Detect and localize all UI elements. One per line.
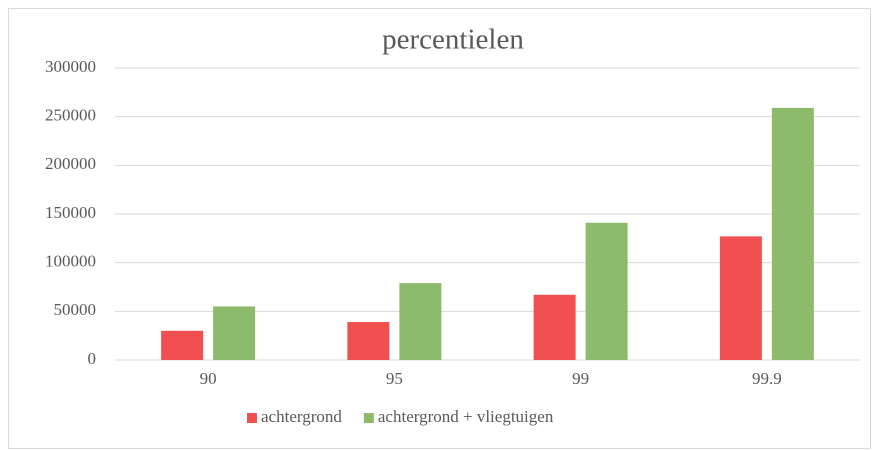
bar bbox=[585, 222, 628, 360]
x-tick-label: 90 bbox=[200, 369, 217, 388]
chart-title: percentielen bbox=[382, 24, 524, 56]
y-tick-label: 200000 bbox=[45, 154, 96, 173]
y-tick-label: 100000 bbox=[45, 252, 96, 271]
bar bbox=[719, 236, 762, 360]
bar bbox=[347, 322, 390, 360]
bar bbox=[533, 294, 576, 360]
y-tick-label: 250000 bbox=[45, 106, 96, 125]
legend-swatch bbox=[363, 413, 374, 423]
x-tick-label: 99 bbox=[572, 369, 589, 388]
y-tick-label: 0 bbox=[88, 349, 97, 368]
legend-label: achtergrond + vliegtuigen bbox=[378, 407, 554, 426]
legend-label: achtergrond bbox=[261, 407, 342, 426]
bar bbox=[399, 283, 442, 360]
bar bbox=[161, 330, 204, 360]
y-tick-label: 50000 bbox=[54, 300, 97, 319]
chart-border bbox=[8, 8, 871, 449]
bar bbox=[213, 306, 256, 360]
x-tick-label: 95 bbox=[386, 369, 403, 388]
y-tick-label: 150000 bbox=[45, 203, 96, 222]
x-tick-label: 99.9 bbox=[752, 369, 782, 388]
y-tick-label: 300000 bbox=[45, 57, 96, 76]
legend-swatch bbox=[247, 413, 257, 423]
bar bbox=[771, 107, 814, 360]
